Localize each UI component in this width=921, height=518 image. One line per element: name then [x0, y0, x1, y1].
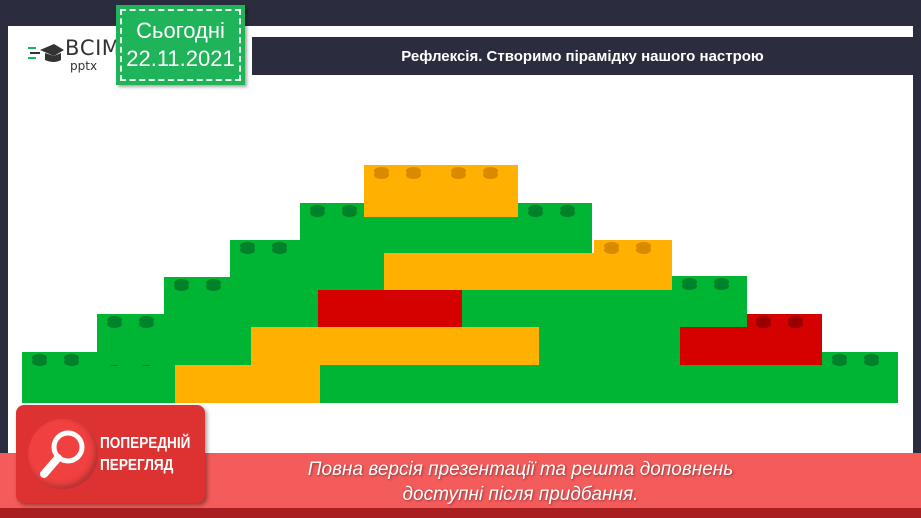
brick-stud: [682, 278, 697, 286]
logo-text: ВСІМ: [65, 36, 121, 60]
preview-line-1: ПОПЕРЕДНІЙ: [100, 435, 191, 452]
brick-stud: [788, 316, 803, 324]
brick-stud: [342, 205, 357, 213]
banner-line-2: доступні після придбання.: [402, 484, 639, 505]
date-badge: Сьогодні 22.11.2021: [116, 5, 245, 85]
magnifier-icon: [28, 419, 98, 489]
brick-stud: [756, 316, 771, 324]
slide-title: Рефлексія. Створимо пірамідку нашого нас…: [401, 47, 764, 65]
date-value: 22.11.2021: [126, 46, 235, 71]
slide-title-bar: Рефлексія. Створимо пірамідку нашого нас…: [252, 37, 913, 75]
brick-stud: [483, 167, 498, 175]
brick-stud: [64, 354, 79, 362]
logo-subtext: pptx: [70, 59, 98, 73]
brick-stud: [864, 354, 879, 362]
brick-stud: [374, 167, 389, 175]
green-brick: [320, 365, 898, 403]
preview-line-2: ПЕРЕГЛЯД: [100, 457, 174, 474]
brick-stud: [206, 279, 221, 287]
vsim-logo: ВСІМ pptx: [10, 36, 120, 76]
brick-stud: [240, 242, 255, 250]
brick-stud: [272, 242, 287, 250]
green-brick: [539, 327, 680, 365]
red-brick: [318, 290, 462, 327]
banner-line-1: Повна версія презентації та решта доповн…: [307, 459, 734, 480]
brick-stud: [528, 205, 543, 213]
brick-stud: [32, 354, 47, 362]
brick-stud: [604, 242, 619, 250]
brick-stud: [174, 279, 189, 287]
banner-bottom-strip: [0, 508, 921, 518]
preview-badge: ПОПЕРЕДНІЙ ПЕРЕГЛЯД: [16, 405, 205, 503]
orange-brick: [384, 253, 672, 290]
graduation-cap-icon: [28, 44, 64, 62]
brick-stud: [832, 354, 847, 362]
brick-stud: [714, 278, 729, 286]
brick-stud: [107, 316, 122, 324]
brick-stud: [310, 205, 325, 213]
brick-stud: [451, 167, 466, 175]
brick-stud: [636, 242, 651, 250]
brick-stud: [560, 205, 575, 213]
brick-stud: [406, 167, 421, 175]
orange-brick: [251, 327, 539, 365]
green-brick: [462, 290, 747, 327]
orange-brick: [175, 365, 320, 403]
date-label: Сьогодні: [136, 18, 225, 43]
brick-stud: [139, 316, 154, 324]
